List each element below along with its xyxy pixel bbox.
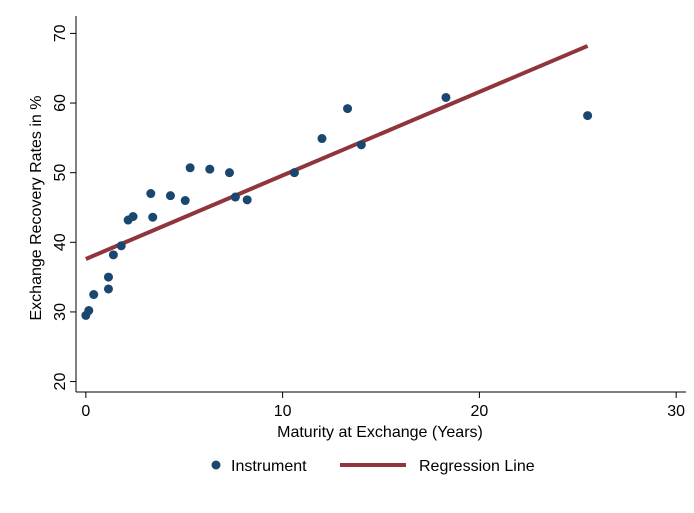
data-point bbox=[116, 241, 126, 251]
data-point bbox=[583, 111, 593, 121]
data-point bbox=[230, 192, 240, 202]
data-point bbox=[103, 284, 113, 294]
legend-label-instrument: Instrument bbox=[231, 458, 307, 475]
data-point bbox=[165, 191, 175, 201]
y-tick-label: 70 bbox=[52, 24, 69, 42]
data-point bbox=[128, 212, 138, 222]
data-point bbox=[289, 168, 299, 178]
legend-marker-instrument bbox=[211, 460, 221, 470]
data-point bbox=[103, 272, 113, 282]
data-point bbox=[317, 134, 327, 144]
y-tick-label: 60 bbox=[52, 94, 69, 112]
y-tick-label: 50 bbox=[52, 164, 69, 182]
x-axis-title: Maturity at Exchange (Years) bbox=[277, 424, 483, 441]
data-point bbox=[185, 163, 195, 173]
data-point bbox=[89, 290, 99, 300]
y-tick-label: 40 bbox=[52, 233, 69, 251]
x-tick-label: 20 bbox=[470, 403, 488, 420]
data-point bbox=[441, 92, 451, 102]
data-point bbox=[84, 306, 94, 316]
y-tick-label: 20 bbox=[52, 373, 69, 391]
regression-line bbox=[85, 44, 589, 261]
y-tick-label: 30 bbox=[52, 303, 69, 321]
data-point bbox=[180, 196, 190, 206]
data-point bbox=[148, 212, 158, 222]
y-axis-title: Exchange Recovery Rates in % bbox=[28, 96, 45, 321]
x-tick-label: 30 bbox=[667, 403, 685, 420]
data-point bbox=[343, 104, 353, 114]
data-point bbox=[108, 250, 118, 260]
legend: Instrument Regression Line bbox=[211, 458, 535, 475]
data-point bbox=[146, 189, 156, 199]
data-point bbox=[356, 140, 366, 150]
data-point bbox=[242, 195, 252, 205]
data-point bbox=[205, 164, 215, 174]
x-tick-label: 10 bbox=[274, 403, 292, 420]
data-point bbox=[224, 168, 234, 178]
legend-label-regression-line: Regression Line bbox=[419, 458, 535, 475]
x-tick-label: 0 bbox=[81, 403, 90, 420]
